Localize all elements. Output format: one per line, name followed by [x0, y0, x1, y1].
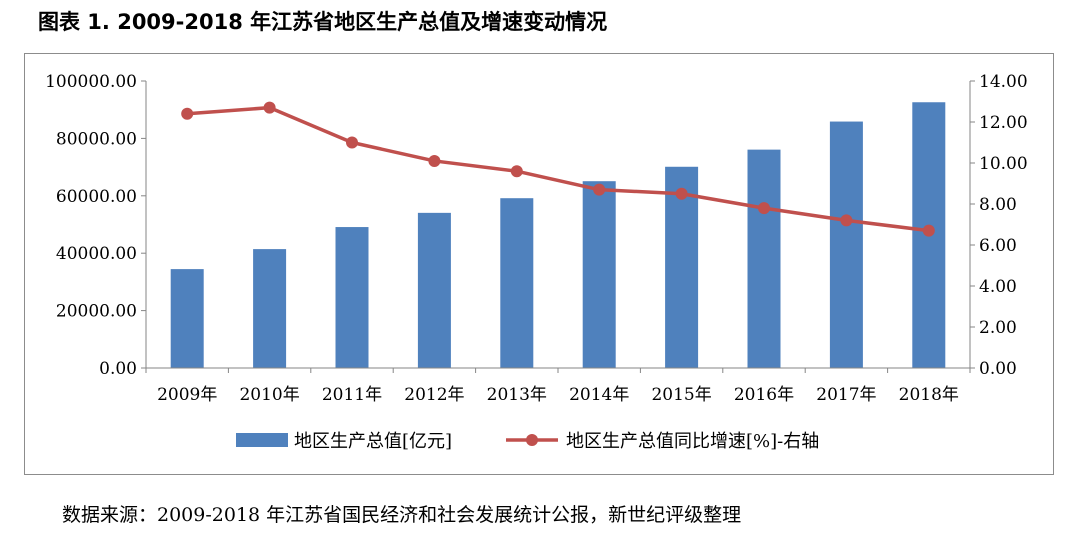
growth-point-2010年: [263, 101, 276, 114]
growth-point-2015年: [675, 187, 688, 200]
legend-line-label: 地区生产总值同比增速[%]-右轴: [566, 431, 819, 452]
growth-point-2016年: [758, 202, 770, 215]
right-tick-label: 2.00: [979, 318, 1017, 338]
right-tick-label: 0.00: [979, 359, 1017, 379]
left-tick-label: 100000.00: [45, 72, 137, 92]
chart-frame: [24, 53, 1054, 475]
right-tick-label: 10.00: [979, 154, 1028, 174]
left-tick-label: 80000.00: [56, 129, 137, 149]
x-tick-label: 2018年: [899, 385, 959, 405]
source-note: 数据来源：2009-2018 年江苏省国民经济和社会发展统计公报，新世纪评级整理: [62, 504, 742, 526]
x-tick-label: 2010年: [239, 385, 299, 405]
bar-2014年: [582, 181, 616, 368]
growth-point-2018年: [922, 224, 935, 237]
left-tick-label: 60000.00: [56, 187, 137, 207]
x-tick-label: 2017年: [816, 385, 876, 405]
bar-2009年: [170, 269, 204, 368]
x-tick-label: 2009年: [157, 385, 217, 405]
left-tick-label: 20000.00: [56, 302, 137, 322]
right-tick-label: 4.00: [979, 277, 1017, 297]
x-tick-label: 2013年: [487, 385, 547, 405]
growth-point-2009年: [181, 107, 194, 120]
x-tick-label: 2015年: [651, 385, 711, 405]
x-tick-label: 2016年: [734, 385, 794, 405]
legend-bar-swatch: [236, 433, 288, 447]
right-tick-label: 12.00: [979, 113, 1028, 133]
growth-point-2014年: [593, 183, 606, 196]
x-tick-label: 2012年: [404, 385, 464, 405]
figure-title: 图表 1. 2009-2018 年江苏省地区生产总值及增速变动情况: [38, 10, 608, 34]
left-tick-label: 40000.00: [56, 244, 137, 264]
bar-2010年: [253, 249, 287, 368]
legend-bar-label: 地区生产总值[亿元]: [294, 431, 452, 452]
legend-line-marker: [526, 434, 538, 446]
bar-2017年: [829, 121, 863, 368]
x-tick-label: 2014年: [569, 385, 629, 405]
right-tick-label: 8.00: [979, 195, 1017, 215]
growth-point-2011年: [346, 136, 358, 149]
left-tick-label: 0.00: [99, 359, 137, 379]
growth-point-2017年: [840, 214, 853, 227]
bar-2013年: [500, 198, 534, 368]
bar-2011年: [335, 227, 369, 368]
right-tick-label: 6.00: [979, 236, 1017, 256]
right-tick-label: 14.00: [979, 72, 1028, 92]
bar-2015年: [665, 166, 699, 368]
bar-2016年: [747, 149, 781, 368]
growth-point-2012年: [428, 154, 441, 167]
bar-2012年: [417, 212, 451, 368]
growth-line: [187, 105, 930, 233]
growth-point-2013年: [510, 165, 523, 178]
x-tick-label: 2011年: [322, 385, 382, 405]
